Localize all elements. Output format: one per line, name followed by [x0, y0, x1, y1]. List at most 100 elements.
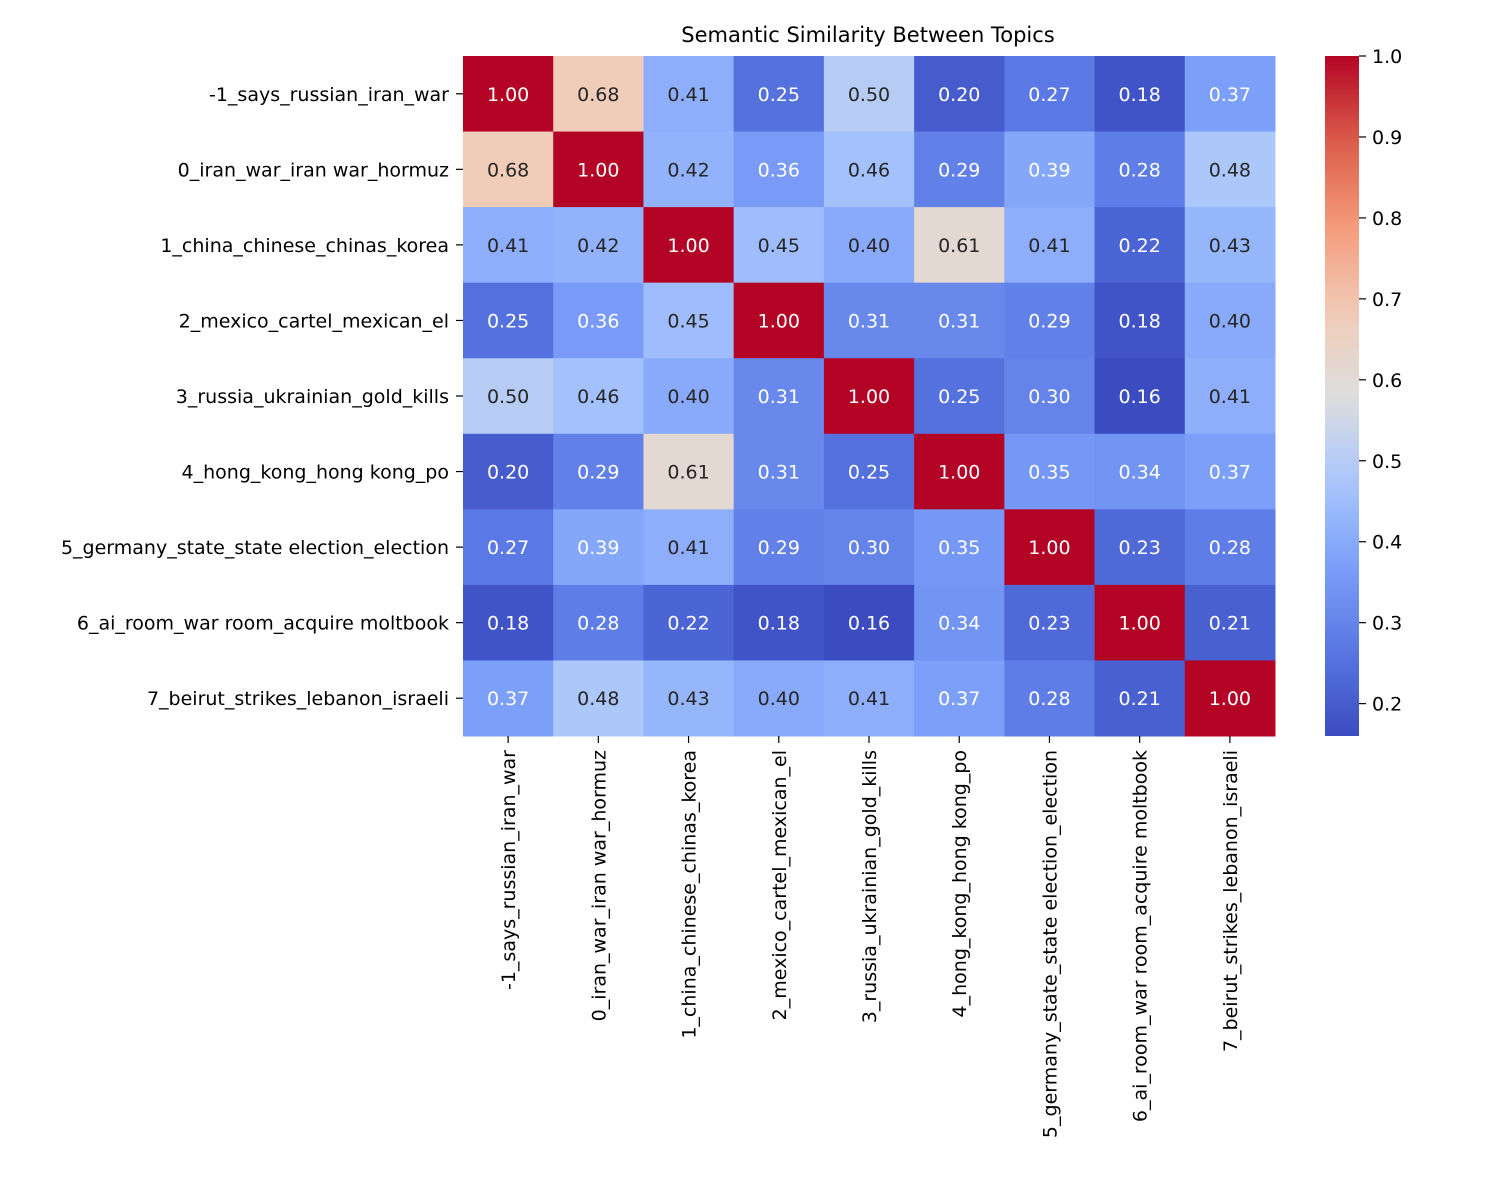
x-tick-label: 2_mexico_cartel_mexican_el: [769, 750, 791, 1020]
y-tick-label: 6_ai_room_war room_acquire moltbook: [77, 613, 449, 635]
cell-value-label: 0.40: [848, 235, 890, 257]
heatmap-cell: [914, 131, 1005, 208]
heatmap-cell: [1094, 131, 1186, 208]
heatmap-cell: [733, 56, 825, 133]
x-tick-label: 3_russia_ukrainian_gold_kills: [859, 750, 881, 1023]
heatmap-cell: [643, 282, 735, 359]
cell-value-label: 0.37: [487, 688, 529, 710]
cell-value-label: 0.22: [1119, 235, 1161, 257]
heatmap-cell: [823, 282, 915, 359]
cell-value-label: 0.39: [1028, 159, 1070, 181]
colorbar-tick-label: 0.8: [1372, 208, 1402, 230]
heatmap-cell: [463, 56, 554, 133]
y-tick-label: 0_iran_war_iran war_hormuz: [178, 159, 449, 181]
cell-value-label: 0.68: [487, 159, 529, 181]
heatmap-cell: [463, 584, 554, 661]
cell-value-label: 0.61: [667, 462, 709, 484]
x-tick-label: 6_ai_room_war room_acquire moltbook: [1130, 750, 1152, 1122]
cell-value-label: 1.00: [667, 235, 709, 257]
heatmap-cell: [823, 207, 915, 284]
heatmap-cell: [1184, 509, 1276, 586]
y-tick-label: 4_hong_kong_hong kong_po: [182, 462, 449, 484]
cell-value-label: 0.48: [1209, 159, 1251, 181]
heatmap-cell: [914, 282, 1005, 359]
cell-value-label: 0.68: [577, 84, 619, 106]
heatmap-cell: [643, 358, 735, 435]
heatmap-cell: [1004, 584, 1096, 661]
heatmap-cell: [1184, 584, 1276, 661]
y-tick-label: -1_says_russian_iran_war: [209, 84, 449, 106]
cell-value-label: 0.48: [577, 688, 619, 710]
cell-value-label: 0.37: [938, 688, 980, 710]
cell-value-label: 0.29: [938, 159, 980, 181]
cell-value-label: 0.61: [938, 235, 980, 257]
heatmap-cell: [1184, 207, 1276, 284]
x-tick-label: -1_says_russian_iran_war: [498, 750, 520, 990]
cell-value-label: 0.41: [1028, 235, 1070, 257]
cell-value-label: 0.29: [1028, 310, 1070, 332]
cell-value-label: 0.31: [848, 310, 890, 332]
heatmap-cell: [553, 207, 644, 284]
colorbar: [1325, 56, 1359, 736]
colorbar-tick-label: 0.9: [1372, 127, 1402, 149]
cell-value-label: 0.41: [487, 235, 529, 257]
heatmap-cell: [463, 131, 554, 208]
heatmap-cell: [823, 358, 915, 435]
cell-value-label: 0.28: [577, 613, 619, 635]
heatmap-cell: [1004, 282, 1096, 359]
cell-value-label: 0.29: [758, 537, 800, 559]
x-tick-label: 0_iran_war_iran war_hormuz: [588, 750, 610, 1021]
heatmap-cell: [553, 56, 644, 133]
cell-value-label: 0.40: [667, 386, 709, 408]
heatmap-cell: [914, 509, 1005, 586]
cell-value-label: 0.36: [758, 159, 800, 181]
x-tick-label: 5_germany_state_state election_election: [1039, 750, 1061, 1138]
y-tick-label: 1_china_chinese_chinas_korea: [160, 235, 449, 257]
cell-value-label: 0.23: [1028, 613, 1070, 635]
heatmap-cell: [1094, 282, 1186, 359]
cell-value-label: 0.37: [1209, 84, 1251, 106]
cell-value-label: 0.16: [1119, 386, 1161, 408]
cell-value-label: 0.27: [487, 537, 529, 559]
heatmap-cell: [823, 56, 915, 133]
heatmap-cell: [463, 282, 554, 359]
heatmap-cell: [1004, 131, 1096, 208]
heatmap-cell: [1184, 282, 1276, 359]
heatmap-cell: [733, 282, 825, 359]
heatmap-cell: [1094, 584, 1186, 661]
cell-value-label: 0.42: [577, 235, 619, 257]
x-tick-label: 4_hong_kong_hong kong_po: [949, 750, 971, 1017]
cell-value-label: 1.00: [938, 462, 980, 484]
cell-value-label: 0.27: [1028, 84, 1070, 106]
cell-value-label: 0.46: [577, 386, 619, 408]
heatmap-cell: [553, 660, 644, 737]
cell-value-label: 0.28: [1209, 537, 1251, 559]
heatmap-cell: [643, 56, 735, 133]
x-tick-label: 1_china_chinese_chinas_korea: [679, 750, 701, 1039]
cell-value-label: 0.34: [1119, 462, 1161, 484]
cell-value-label: 0.35: [1028, 462, 1070, 484]
colorbar-tick-label: 0.5: [1372, 451, 1402, 473]
cell-value-label: 1.00: [1209, 688, 1251, 710]
cell-value-label: 0.25: [938, 386, 980, 408]
heatmap-cell: [733, 358, 825, 435]
heatmap-cell: [463, 358, 554, 435]
cell-value-label: 1.00: [487, 84, 529, 106]
heatmap-cell: [553, 358, 644, 435]
heatmap-cell: [733, 660, 825, 737]
cell-value-label: 0.22: [667, 613, 709, 635]
heatmap-cell: [1094, 660, 1186, 737]
cell-value-label: 0.18: [487, 613, 529, 635]
cell-value-label: 0.25: [487, 310, 529, 332]
heatmap-cell: [1004, 660, 1096, 737]
heatmap-cell: [1004, 56, 1096, 133]
heatmap-cell: [643, 433, 735, 510]
y-tick-label: 7_beirut_strikes_lebanon_israeli: [147, 688, 449, 710]
cell-value-label: 0.41: [1209, 386, 1251, 408]
cell-value-label: 0.18: [758, 613, 800, 635]
cell-value-label: 0.31: [758, 462, 800, 484]
cell-value-label: 0.42: [667, 159, 709, 181]
heatmap-cell: [733, 584, 825, 661]
cell-value-label: 0.36: [577, 310, 619, 332]
